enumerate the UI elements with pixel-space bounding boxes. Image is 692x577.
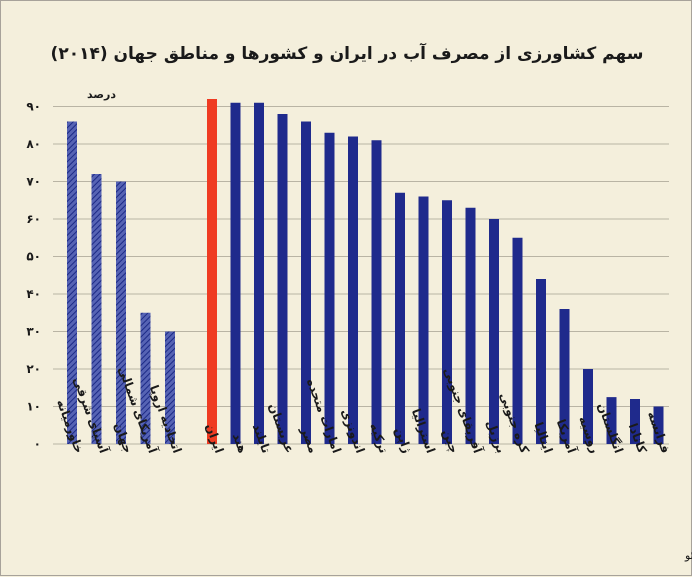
country-bar <box>301 121 311 444</box>
x-tick-label: ترکیه <box>367 421 391 455</box>
region-bar <box>140 312 151 444</box>
country-bar <box>371 140 382 444</box>
x-tick-label: ایتالیا <box>531 420 555 455</box>
country-bar <box>348 136 358 444</box>
country-bar <box>653 406 664 444</box>
country-bar <box>630 399 640 444</box>
y-tick-label: ۳۰ <box>26 325 41 339</box>
country-bar <box>583 369 593 444</box>
country-bar <box>418 196 429 444</box>
region-bar <box>91 174 102 444</box>
y-axis-unit: درصد <box>87 88 116 101</box>
y-tick-label: ۰ <box>34 437 41 451</box>
y-tick-label: ۹۰ <box>26 100 41 114</box>
country-bar <box>465 207 476 444</box>
x-tick-label: ایران <box>203 422 227 455</box>
chart-title: سهم کشاورزی از مصرف آب در ایران و کشورها… <box>51 42 644 64</box>
bars <box>67 99 664 444</box>
gridlines <box>53 106 669 445</box>
y-tick-label: ۶۰ <box>26 212 41 226</box>
country-bar <box>512 237 523 444</box>
region-bar <box>165 331 175 444</box>
region-bar <box>116 181 126 444</box>
region-bar <box>67 121 77 444</box>
y-tick-label: ۸۰ <box>26 137 41 151</box>
x-tick-label: برزیل <box>484 418 509 455</box>
highlight-bar <box>207 99 217 444</box>
x-tick-label: هند <box>230 431 250 455</box>
y-tick-label: ۱۰ <box>26 400 41 414</box>
country-bar <box>442 200 452 444</box>
y-tick-label: ۴۰ <box>26 287 41 301</box>
country-bar <box>536 279 546 444</box>
country-bar <box>277 114 288 444</box>
x-tick-label: جهان <box>111 421 135 455</box>
y-tick-label: ۲۰ <box>26 362 41 376</box>
y-tick-label: ۷۰ <box>26 175 41 189</box>
country-bar <box>254 102 264 444</box>
country-bar <box>606 397 617 444</box>
x-tick-label: تایلند <box>250 422 274 455</box>
y-tick-label: ۵۰ <box>26 250 41 264</box>
country-bar <box>559 309 570 444</box>
country-bar <box>230 102 241 444</box>
country-bar <box>489 219 499 444</box>
y-axis-ticks: ۰ ۱۰ ۲۰ ۳۰ ۴۰ ۵۰ ۶۰ ۷۰ ۸۰ ۹۰ <box>26 100 41 452</box>
source-note: تحلیل و استنتاج: احسان سلطانی بر اساس دا… <box>684 548 692 562</box>
x-tick-label: کانادا <box>626 421 650 455</box>
country-bar <box>395 192 405 444</box>
country-bar <box>324 132 335 444</box>
x-tick-label: آمریکا <box>554 417 580 456</box>
